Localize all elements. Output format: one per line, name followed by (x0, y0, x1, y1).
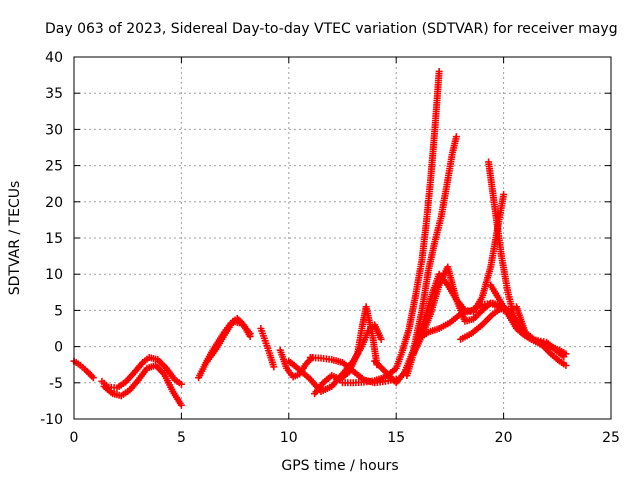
x-axis-label: GPS time / hours (281, 458, 398, 474)
data-point (452, 133, 460, 141)
axis-ticks: -10 -5 0 5 10 15 20 25 30 35 40 0 5 10 15 20 25 (40, 50, 620, 446)
series-arc11 (339, 67, 443, 387)
series-arc12 (371, 133, 460, 387)
y-tick-label: 5 (54, 303, 63, 319)
data-point (177, 380, 185, 388)
series-arc19 (512, 303, 570, 358)
y-axis-label: SDTVAR / TECUs (7, 181, 23, 296)
y-tick-label: -10 (40, 412, 63, 428)
y-tick-label: 0 (54, 340, 63, 356)
x-tick-label: 20 (495, 430, 513, 446)
data-point (177, 401, 185, 409)
y-tick-label: -5 (49, 376, 63, 392)
x-tick-label: 10 (280, 430, 298, 446)
y-tick-label: 15 (45, 231, 63, 247)
series-arc5 (203, 317, 254, 365)
data-point (435, 67, 443, 75)
data-points (70, 67, 570, 409)
data-point (500, 191, 508, 199)
series-arc3 (100, 361, 185, 409)
series-arc15 (414, 299, 514, 343)
x-tick-label: 5 (177, 430, 186, 446)
y-tick-label: 40 (45, 50, 63, 66)
data-point (270, 363, 278, 371)
y-tick-label: 35 (45, 86, 63, 102)
data-point (562, 350, 570, 358)
data-point (246, 330, 254, 338)
x-tick-label: 0 (70, 430, 79, 446)
series-arc6 (257, 325, 278, 371)
data-point (89, 374, 97, 382)
data-point (562, 361, 570, 369)
series-arc2 (98, 353, 185, 392)
series-arc18 (487, 281, 570, 369)
y-tick-label: 10 (45, 267, 63, 283)
y-tick-label: 20 (45, 195, 63, 211)
y-tick-label: 25 (45, 159, 63, 175)
chart-title: Day 063 of 2023, Sidereal Day-to-day VTE… (45, 21, 618, 37)
x-tick-label: 15 (387, 430, 405, 446)
data-point (377, 335, 385, 343)
x-tick-label: 25 (602, 430, 620, 446)
y-tick-label: 30 (45, 122, 63, 138)
